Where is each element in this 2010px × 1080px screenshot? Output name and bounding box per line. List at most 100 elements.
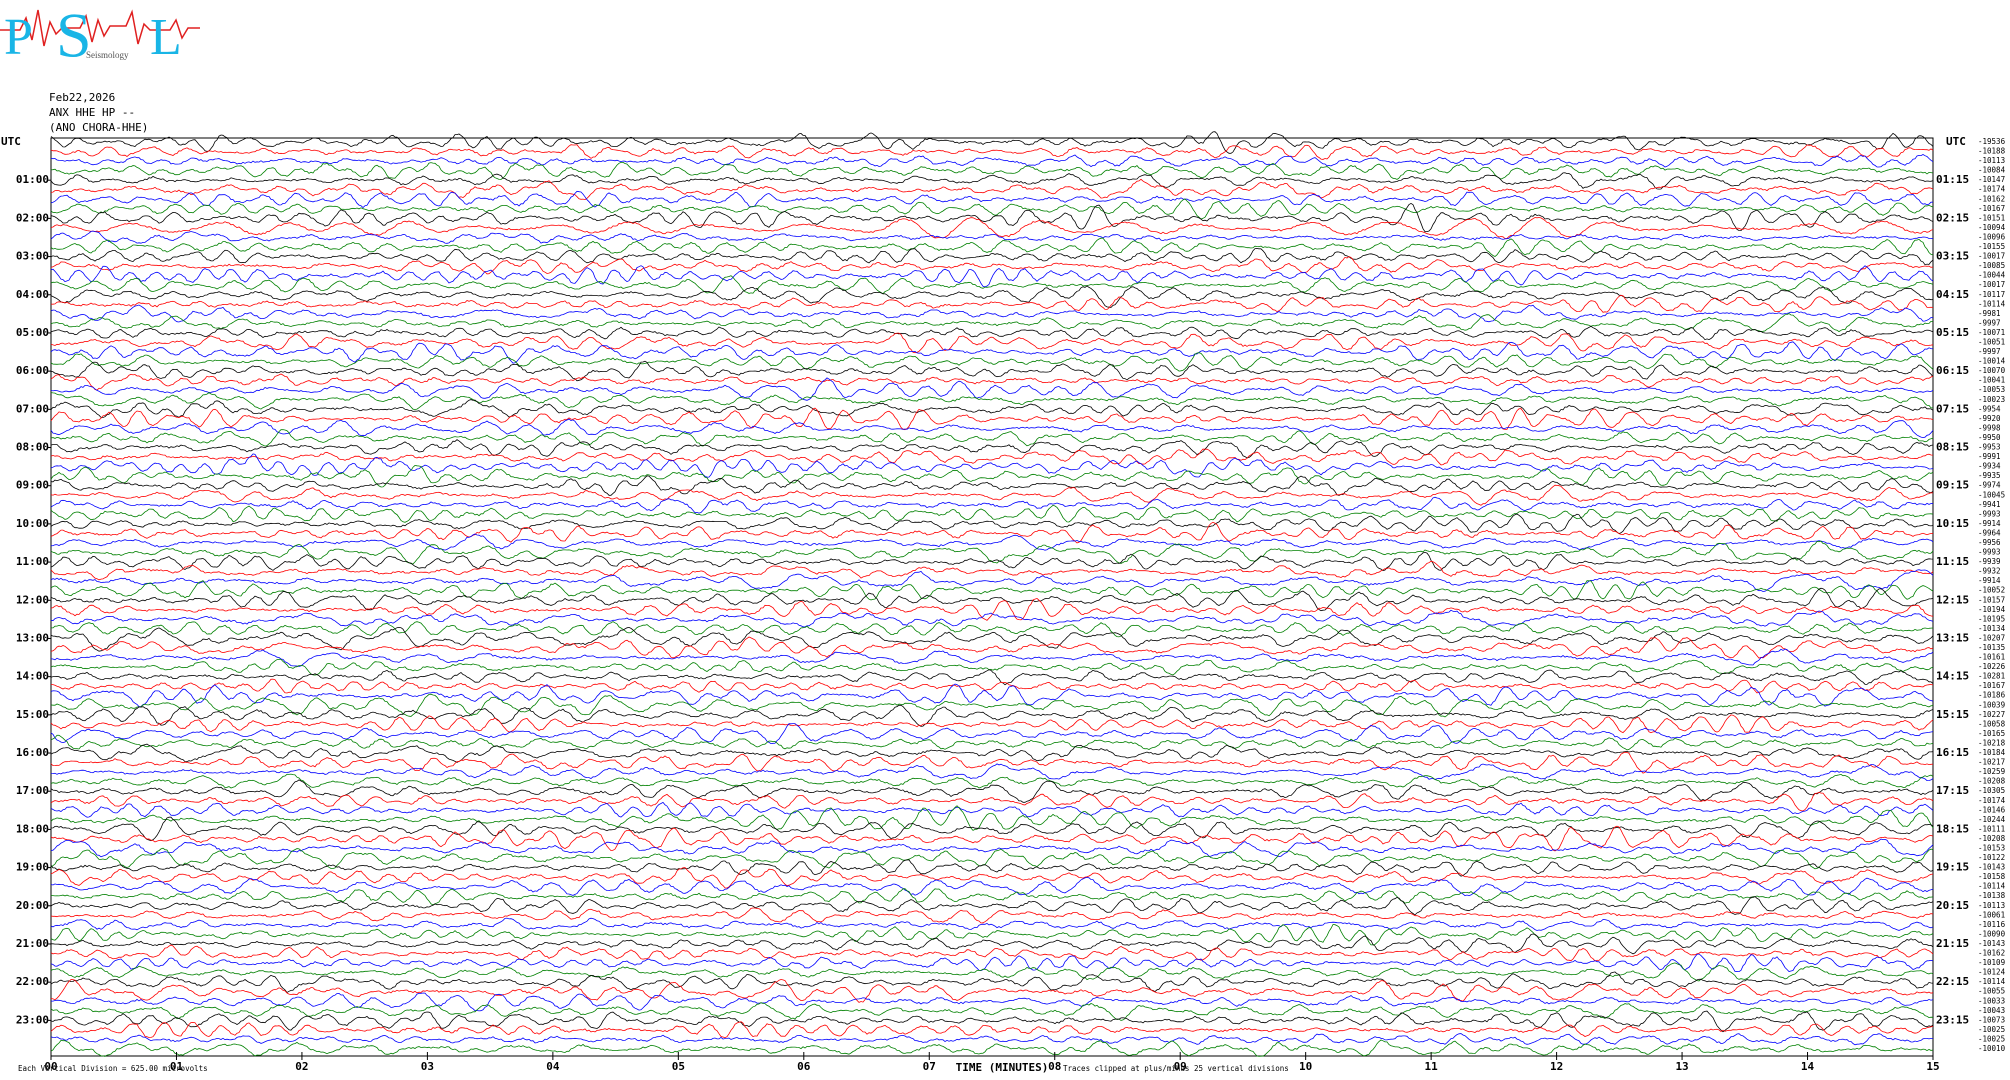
row-label-right: 06:15 <box>1936 364 1969 377</box>
seismic-trace <box>50 896 1934 916</box>
x-tick-label: 01 <box>170 1060 184 1073</box>
seismic-trace <box>50 907 1934 924</box>
trace-value: -10017 <box>1978 280 2005 289</box>
trace-value: -10167 <box>1978 681 2005 690</box>
seismic-trace <box>50 587 1934 612</box>
trace-value: -10305 <box>1978 786 2005 795</box>
row-label-right: 05:15 <box>1936 326 1969 339</box>
seismic-trace <box>50 1021 1934 1039</box>
trace-value: -10033 <box>1978 996 2005 1005</box>
seismic-trace <box>50 743 1934 763</box>
seismic-trace <box>50 304 1934 323</box>
row-label-left: 17:00 <box>16 784 49 797</box>
x-tick-label: 02 <box>295 1060 308 1073</box>
row-label-right: 22:15 <box>1936 975 1969 988</box>
x-tick-label: 07 <box>923 1060 936 1073</box>
trace-value: -10058 <box>1978 719 2006 728</box>
trace-value: -9974 <box>1978 481 2001 490</box>
seismic-trace <box>50 825 1934 852</box>
seismic-trace <box>50 979 1934 1003</box>
row-label-right: 10:15 <box>1936 517 1969 530</box>
seismic-trace <box>50 944 1934 962</box>
row-label-right: 02:15 <box>1936 211 1969 224</box>
row-label-right: 14:15 <box>1936 670 1969 683</box>
seismic-trace <box>50 202 1934 233</box>
trace-value: -10165 <box>1978 729 2005 738</box>
trace-value: -10143 <box>1978 863 2005 872</box>
trace-value: -9991 <box>1978 452 2001 461</box>
seismic-trace <box>50 648 1934 667</box>
row-label-right: 20:15 <box>1936 899 1969 912</box>
row-label-right: 12:15 <box>1936 593 1969 606</box>
row-label-left: 03:00 <box>16 250 49 263</box>
x-tick-label: 14 <box>1801 1060 1815 1073</box>
logo-letter: P <box>4 9 33 66</box>
row-label-right: 23:15 <box>1936 1013 1969 1026</box>
trace-value: -9953 <box>1978 443 2001 452</box>
station: ANX HHE HP -- <box>49 106 135 119</box>
trace-value: -10044 <box>1978 271 2006 280</box>
x-axis-label: TIME (MINUTES) <box>956 1061 1049 1074</box>
seismic-trace <box>50 198 1934 220</box>
trace-value: -10055 <box>1978 987 2005 996</box>
trace-value: -9954 <box>1978 404 2001 413</box>
seismic-trace <box>50 237 1934 257</box>
trace-value: -10147 <box>1978 175 2005 184</box>
seismic-trace <box>50 341 1934 364</box>
seismic-trace <box>50 464 1934 488</box>
trace-value: -9997 <box>1978 347 2001 356</box>
row-label-right: 11:15 <box>1936 555 1969 568</box>
trace-value: -10184 <box>1978 748 2006 757</box>
trace-value: -10111 <box>1978 824 2005 833</box>
trace-value: -10188 <box>1978 147 2006 156</box>
row-label-left: 14:00 <box>16 670 49 683</box>
seismic-trace <box>50 924 1934 946</box>
seismic-trace <box>50 360 1934 382</box>
trace-value: -10116 <box>1978 920 2006 929</box>
seismic-trace <box>50 178 1934 201</box>
trace-value: -10045 <box>1978 490 2005 499</box>
trace-value: -10174 <box>1978 185 2006 194</box>
trace-value: -10186 <box>1978 691 2006 700</box>
seismic-trace <box>50 683 1934 708</box>
row-label-right: 18:15 <box>1936 822 1969 835</box>
seismic-trace <box>50 265 1934 288</box>
trace-value: -9914 <box>1978 519 2001 528</box>
trace-value: -10161 <box>1978 653 2005 662</box>
trace-value: -10025 <box>1978 1034 2005 1043</box>
seismic-trace <box>50 876 1934 897</box>
trace-value: -9993 <box>1978 548 2001 557</box>
left-top-label: UTC <box>1 135 21 148</box>
seismic-trace <box>50 1010 1934 1033</box>
seismic-trace <box>50 533 1934 551</box>
logo-caption: Seismology <box>86 50 129 60</box>
channel: (ANO CHORA-HHE) <box>49 121 148 134</box>
seismic-trace <box>50 448 1934 466</box>
seismic-trace <box>50 325 1934 341</box>
seismic-trace <box>50 669 1934 686</box>
seismic-trace <box>50 658 1934 676</box>
x-tick-label: 11 <box>1425 1060 1439 1073</box>
trace-value: -10073 <box>1978 1015 2005 1024</box>
trace-value: -9941 <box>1978 500 2001 509</box>
trace-value: -10158 <box>1978 872 2006 881</box>
seismic-trace <box>50 560 1934 581</box>
seismic-trace <box>50 801 1934 818</box>
row-label-left: 21:00 <box>16 937 49 950</box>
seismic-trace <box>50 190 1934 209</box>
trace-value: -10151 <box>1978 213 2005 222</box>
seismic-trace <box>50 805 1934 831</box>
trace-value: -10226 <box>1978 662 2006 671</box>
seismic-trace <box>50 377 1934 401</box>
trace-value: -10167 <box>1978 204 2005 213</box>
seismic-trace <box>50 1002 1934 1021</box>
row-label-right: 17:15 <box>1936 784 1969 797</box>
seismic-trace <box>50 154 1934 168</box>
trace-value: -10025 <box>1978 1025 2005 1034</box>
trace-value: -9935 <box>1978 471 2001 480</box>
seismic-trace <box>50 1033 1933 1046</box>
plot-frame <box>50 137 1934 1057</box>
row-label-left: 13:00 <box>16 631 49 644</box>
trace-value: -19536 <box>1978 137 2006 146</box>
logo-wiggle <box>0 9 200 47</box>
